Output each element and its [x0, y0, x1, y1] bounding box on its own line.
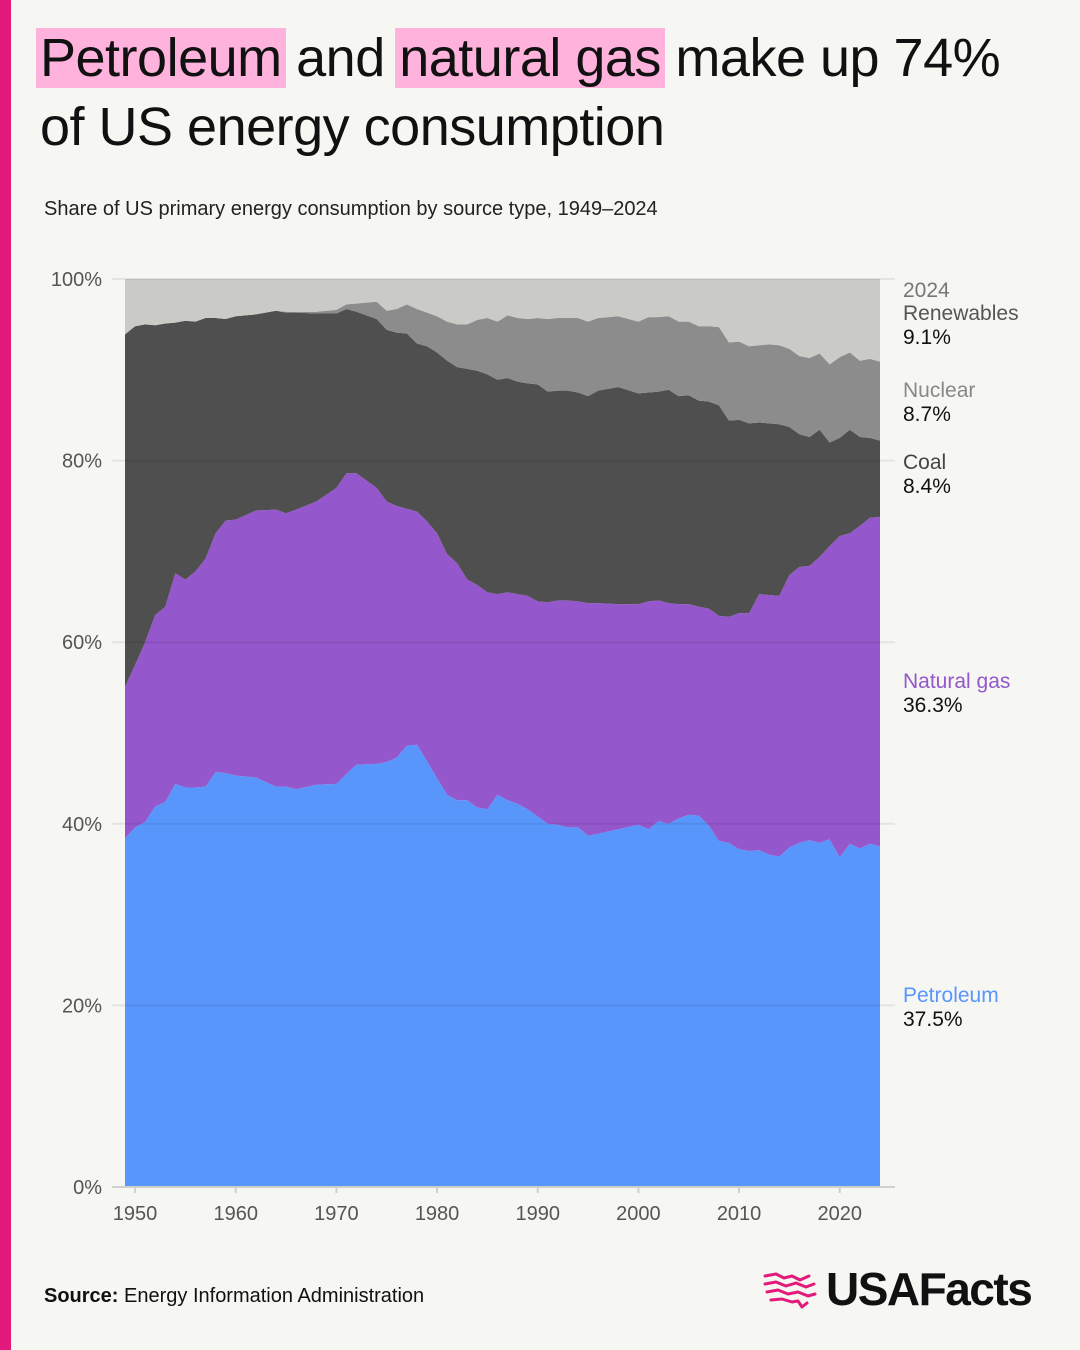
- x-tick-label: 1950: [113, 1203, 158, 1225]
- stacked-area-chart: 0% 20% 40% 60% 80% 100% 1950 1960 1970 1980 1990 2…: [51, 269, 1019, 1225]
- title-rest: make up 74% of US energy consumption: [40, 28, 1001, 157]
- end-label-name-renewables: Renewables: [903, 302, 1019, 325]
- x-tick-label: 2010: [717, 1203, 762, 1225]
- chart-subtitle: Share of US primary energy consumption b…: [44, 198, 658, 220]
- title-highlight-natural-gas: natural gas: [395, 28, 665, 88]
- area-nuclear: [125, 301, 880, 443]
- x-tick-label: 1960: [213, 1203, 258, 1225]
- title-join: and: [281, 28, 400, 88]
- usafacts-logo: USAFacts: [762, 1262, 1033, 1316]
- end-label-name-petroleum: Petroleum: [903, 984, 999, 1007]
- area-coal: [125, 308, 880, 687]
- x-tick-label: 1970: [314, 1203, 359, 1225]
- end-label-value-renewables: 9.1%: [903, 326, 951, 349]
- y-tick-label: 20%: [62, 995, 102, 1017]
- source-note: Source: Energy Information Administratio…: [44, 1285, 424, 1308]
- logo-text: USAFacts: [826, 1263, 1033, 1315]
- end-label-name-nuclear: Nuclear: [903, 379, 975, 402]
- source-label: Source:: [44, 1285, 119, 1307]
- y-tick-label: 60%: [62, 632, 102, 654]
- chart-areas: [125, 279, 880, 1187]
- area-renewables: [125, 279, 880, 365]
- x-tick-label: 2000: [616, 1203, 661, 1225]
- end-label-name-coal: Coal: [903, 451, 946, 474]
- area-natural-gas: [125, 473, 880, 858]
- y-axis-labels: 0% 20% 40% 60% 80% 100%: [51, 269, 102, 1199]
- x-axis-labels: 1950 1960 1970 1980 1990 2000 2010 2020: [113, 1203, 862, 1225]
- y-tick-label: 80%: [62, 451, 102, 473]
- chart-grid: [112, 278, 895, 1193]
- y-tick-label: 40%: [62, 814, 102, 836]
- y-tick-label: 0%: [73, 1177, 102, 1199]
- end-label-name-natural-gas: Natural gas: [903, 670, 1010, 693]
- end-label-value-coal: 8.4%: [903, 475, 951, 498]
- accent-bar: [0, 0, 11, 1350]
- us-map-stripes-icon: [763, 1272, 817, 1309]
- end-label-value-petroleum: 37.5%: [903, 1008, 963, 1031]
- x-tick-label: 1980: [415, 1203, 460, 1225]
- x-tick-label: 2020: [817, 1203, 862, 1225]
- end-label-value-natural-gas: 36.3%: [903, 694, 963, 717]
- page-title: Petroleum and natural gas make up 74% of…: [36, 24, 1050, 162]
- end-label-value-nuclear: 8.7%: [903, 403, 951, 426]
- source-text: Energy Information Administration: [118, 1285, 425, 1307]
- x-tick-label: 1990: [515, 1203, 560, 1225]
- title-highlight-petroleum: Petroleum: [36, 28, 286, 88]
- area-petroleum: [125, 744, 880, 1187]
- end-label-year: 2024: [903, 279, 950, 302]
- y-tick-label: 100%: [51, 269, 102, 291]
